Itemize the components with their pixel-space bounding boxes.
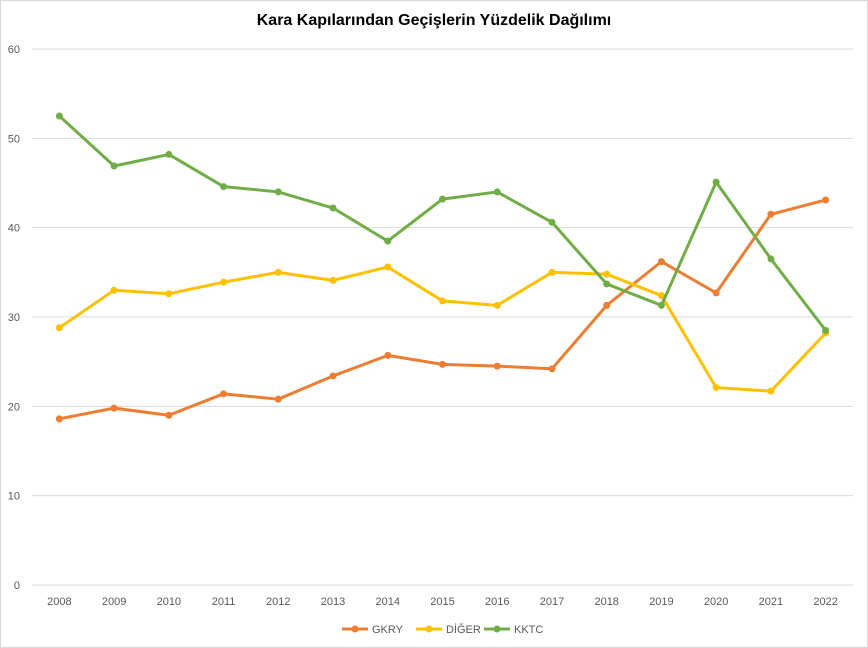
x-tick-label: 2010 xyxy=(157,596,181,608)
x-tick-label: 2008 xyxy=(47,596,71,608)
data-point xyxy=(329,204,337,212)
legend-marker xyxy=(351,625,359,633)
series-line-gkry xyxy=(59,198,827,421)
legend-marker xyxy=(425,625,433,633)
legend-marker xyxy=(493,625,501,633)
data-point xyxy=(439,195,446,203)
data-point xyxy=(55,112,63,120)
data-point xyxy=(329,276,337,284)
data-point xyxy=(439,360,446,368)
data-point xyxy=(493,362,501,370)
x-tick-label: 2011 xyxy=(212,596,236,608)
x-tick-label: 2015 xyxy=(430,596,454,608)
data-point xyxy=(220,390,228,398)
data-point xyxy=(110,404,118,412)
data-point xyxy=(384,237,392,245)
data-point xyxy=(548,365,556,373)
x-tick-label: 2018 xyxy=(594,596,618,608)
y-tick-label: 20 xyxy=(8,401,20,413)
data-point xyxy=(603,280,611,288)
data-point xyxy=(55,324,63,332)
data-point xyxy=(165,150,173,158)
data-point xyxy=(274,188,282,196)
data-point xyxy=(548,218,556,226)
x-tick-label: 2016 xyxy=(485,596,509,608)
x-tick-label: 2009 xyxy=(102,596,126,608)
data-point xyxy=(274,268,282,276)
x-tick-label: 2014 xyxy=(376,596,400,608)
data-point xyxy=(767,387,775,395)
data-point xyxy=(220,278,228,286)
data-point xyxy=(493,188,501,196)
data-point xyxy=(384,351,392,359)
data-point xyxy=(822,196,830,204)
legend-label: GKRY xyxy=(372,624,404,636)
x-tick-label: 2017 xyxy=(540,596,564,608)
data-point xyxy=(603,270,611,278)
data-point xyxy=(165,411,173,419)
series-line-di̇ğer xyxy=(58,265,827,393)
x-tick-label: 2013 xyxy=(321,596,345,608)
data-point xyxy=(657,292,665,300)
x-tick-label: 2012 xyxy=(266,596,290,608)
data-point xyxy=(767,210,775,218)
chart-title: Kara Kapılarından Geçişlerin Yüzdelik Da… xyxy=(256,12,612,29)
data-point xyxy=(220,183,228,191)
data-point xyxy=(55,415,63,423)
data-point xyxy=(110,286,118,294)
x-tick-label: 2022 xyxy=(813,596,837,608)
data-point xyxy=(767,255,775,263)
y-tick-label: 40 xyxy=(8,223,20,235)
y-tick-label: 10 xyxy=(8,491,20,503)
data-point xyxy=(603,301,611,309)
data-point xyxy=(493,301,501,309)
data-point xyxy=(712,178,720,186)
data-point xyxy=(274,395,282,403)
y-tick-label: 30 xyxy=(8,312,20,324)
data-point xyxy=(712,384,720,392)
data-point xyxy=(822,326,830,334)
legend-label: DİĞER xyxy=(446,623,481,636)
data-point xyxy=(657,301,665,309)
data-point xyxy=(384,263,392,271)
legend-label: KKTC xyxy=(514,624,543,636)
x-tick-label: 2020 xyxy=(704,596,728,608)
y-tick-label: 50 xyxy=(8,133,20,145)
data-point xyxy=(712,289,720,297)
data-point xyxy=(548,268,556,276)
y-tick-label: 60 xyxy=(8,44,20,56)
data-point xyxy=(165,290,173,298)
data-point xyxy=(657,258,665,266)
x-tick-label: 2021 xyxy=(759,596,783,608)
y-tick-label: 0 xyxy=(14,580,20,592)
data-point xyxy=(439,297,446,305)
data-point xyxy=(329,372,337,380)
x-tick-label: 2019 xyxy=(649,596,673,608)
data-point xyxy=(110,162,118,170)
